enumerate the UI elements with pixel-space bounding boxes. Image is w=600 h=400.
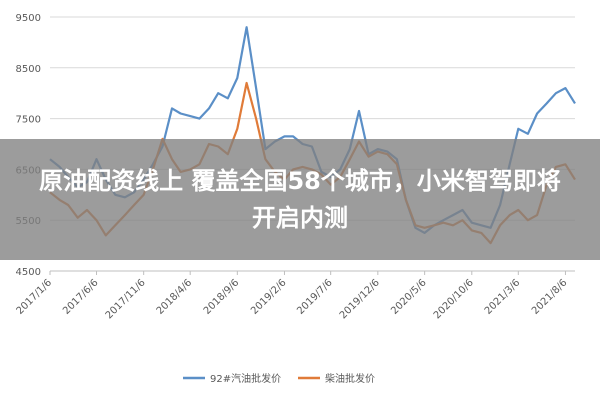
x-tick-label: 2017/6/6 [61, 277, 101, 317]
overlay-banner [0, 139, 600, 260]
x-tick-label: 2021/8/6 [530, 277, 570, 317]
headline-line-2: 开启内测 [252, 204, 348, 232]
x-tick-label: 2018/4/6 [155, 277, 195, 317]
y-tick-label: 4500 [16, 267, 41, 278]
y-tick-label: 7500 [16, 115, 41, 126]
headline[interactable]: 原油配资线上 覆盖全国58个城市，小米智驾即将 开启内测 [0, 163, 600, 237]
x-tick-label: 2019/2/6 [249, 277, 289, 317]
y-tick-label: 8500 [16, 64, 41, 75]
legend-label: 柴油批发价 [325, 372, 375, 385]
x-tick-label: 2019/12/6 [338, 277, 382, 321]
x-axis: 2017/1/6 2017/6/6 2017/11/6 2018/4/6 2018/9/… [15, 270, 575, 321]
x-tick-label: 2017/11/6 [104, 277, 148, 321]
x-tick-label: 2020/10/6 [432, 277, 476, 321]
x-tick-label: 2017/1/6 [15, 277, 55, 317]
x-tick-label: 2020/5/6 [389, 277, 429, 317]
x-tick-label: 2021/3/6 [483, 277, 523, 317]
headline-line-1: 原油配资线上 覆盖全国58个城市，小米智驾即将 [39, 167, 561, 195]
x-tick-label: 2019/7/6 [295, 277, 335, 317]
x-tick-label: 2018/9/6 [202, 277, 242, 317]
legend-label: 92#汽油批发价 [210, 372, 281, 385]
legend: 92#汽油批发价 柴油批发价 [183, 372, 375, 385]
y-tick-label: 9500 [16, 13, 41, 24]
